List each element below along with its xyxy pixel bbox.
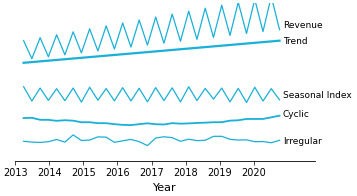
Text: Trend: Trend [283,37,307,46]
X-axis label: Year: Year [154,183,177,193]
Text: Seasonal Index: Seasonal Index [283,91,352,100]
Text: Revenue: Revenue [283,21,323,30]
Text: Irregular: Irregular [283,137,322,146]
Text: Cyclic: Cyclic [283,110,310,119]
